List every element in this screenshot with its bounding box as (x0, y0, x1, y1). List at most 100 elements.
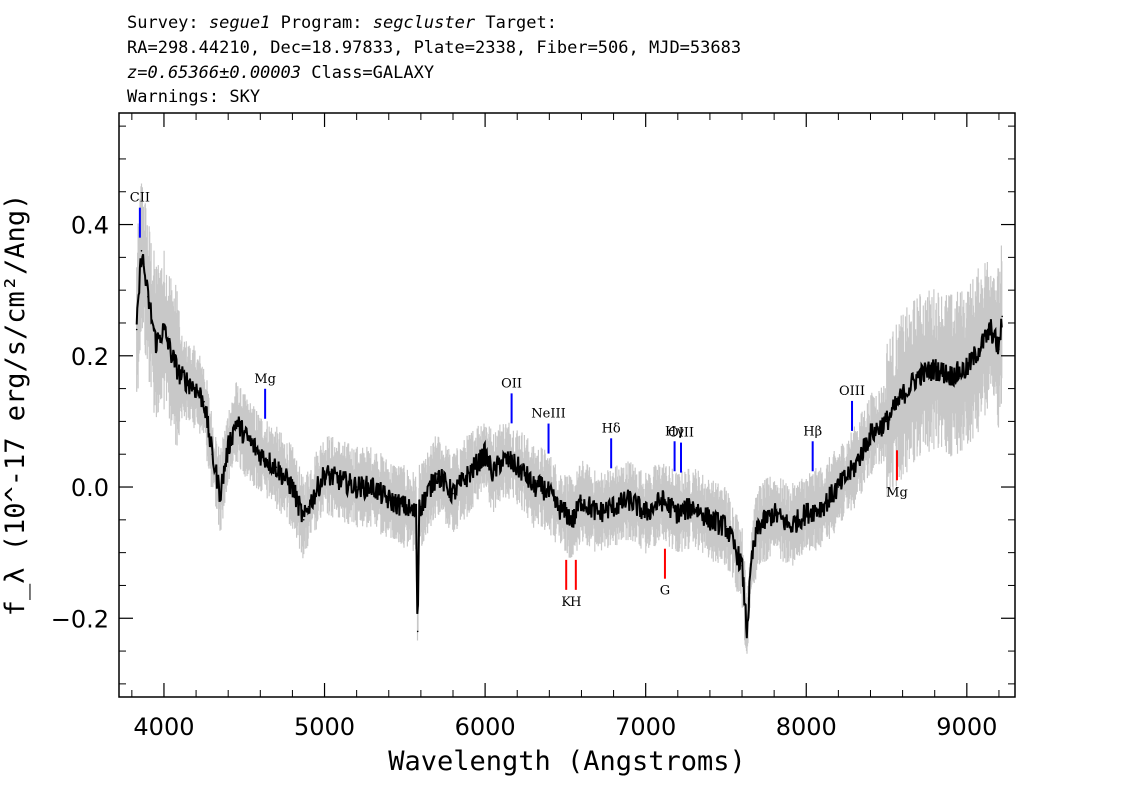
flux-point (741, 565, 743, 567)
noise-band (136, 183, 1003, 654)
flux-point (179, 374, 181, 377)
flux-point (746, 630, 748, 633)
flux-point (484, 453, 486, 456)
flux-point (452, 492, 454, 495)
flux-point (612, 505, 615, 508)
flux-point (259, 453, 262, 456)
flux-point (140, 250, 143, 252)
flux-point (677, 512, 679, 515)
x-tick-label: 8000 (776, 713, 837, 741)
absorption-line-label: G (660, 584, 670, 599)
flux-point (516, 466, 518, 469)
flux-point (291, 486, 294, 488)
x-tick-label: 7000 (615, 713, 676, 741)
flux-point (492, 473, 494, 475)
flux-point (404, 505, 406, 508)
flux-point (219, 492, 221, 495)
absorption-line-label: H (570, 595, 581, 610)
flux-point (418, 499, 421, 501)
flux-point (901, 394, 904, 397)
flux-point (837, 486, 840, 488)
flux-point (532, 486, 535, 488)
target-label: Target: (485, 13, 557, 33)
flux-point (307, 505, 310, 508)
flux-point (644, 512, 647, 515)
axis-ticks: 4000 5000 6000 7000 8000 9000 −0.2 0.0 0.2 0.4 (51, 113, 1015, 741)
flux-point (171, 355, 173, 357)
survey-label: Survey: (127, 13, 199, 33)
flux-point (757, 525, 759, 528)
flux-point (885, 420, 888, 423)
flux-point (805, 512, 808, 515)
y-tick-label: 0.0 (71, 474, 109, 502)
y-tick-label: −0.2 (51, 605, 109, 633)
y-tick-label: 0.2 (71, 343, 109, 371)
x-tick-label: 4000 (133, 713, 194, 741)
noise-band-path (136, 183, 1003, 654)
flux-point (869, 433, 872, 436)
flux-point (572, 519, 575, 521)
flux-point (789, 525, 791, 528)
flux-point (773, 512, 775, 515)
flux-point (275, 466, 278, 469)
program-label: Program: (280, 13, 363, 33)
plot-frame (118, 112, 1016, 698)
y-tick-label: 0.4 (71, 212, 109, 240)
flux-point (556, 505, 559, 508)
flux-point (564, 512, 567, 515)
flux-point (725, 525, 727, 528)
flux-point (500, 460, 503, 462)
flux-point (580, 499, 583, 501)
flux-point (163, 328, 165, 331)
flux-point (982, 341, 984, 344)
flux-point (853, 466, 856, 469)
absorption-line-label: K (561, 595, 571, 610)
flux-point (596, 512, 599, 515)
emission-line-label: Hγ (665, 424, 684, 439)
flux-point (821, 505, 824, 508)
flux-point (388, 499, 390, 501)
redshift-value: z=0.65366±0.00003 (127, 63, 301, 83)
flux-point (211, 453, 213, 456)
flux-point (195, 387, 197, 390)
emission-line-label: Hδ (602, 421, 621, 436)
header-line-4: Warnings: SKY (127, 87, 261, 107)
emission-line-label: OIII (839, 384, 865, 399)
flux-point (660, 499, 663, 501)
flux-point (508, 460, 511, 462)
flux-point (693, 505, 695, 508)
flux-point (243, 433, 245, 436)
flux-point (227, 446, 229, 449)
emission-line-label: OIII (668, 426, 694, 441)
flux-point (323, 473, 326, 475)
flux-point (709, 519, 711, 521)
flux-point (917, 374, 920, 377)
flux-point (933, 368, 936, 370)
flux-point (135, 328, 138, 331)
flux-point (203, 400, 205, 403)
flux-point (155, 341, 157, 344)
flux-point (468, 473, 470, 475)
emission-line-label: CII (130, 191, 150, 206)
flux-point (628, 499, 631, 501)
program-value: segcluster (372, 13, 476, 33)
flux-point (750, 558, 753, 560)
flux-point (436, 473, 438, 475)
header-line-1: Survey: segue1 Program: segcluster Targe… (127, 13, 557, 33)
flux-point (966, 368, 968, 370)
header-line-2: RA=298.44210, Dec=18.97833, Plate=2338, … (127, 38, 742, 58)
flux-point (339, 479, 342, 482)
flux-point (524, 473, 527, 475)
flux-point (548, 492, 551, 495)
flux-point (416, 630, 419, 633)
flux-point (371, 486, 374, 488)
flux-point (355, 486, 358, 488)
survey-value: segue1 (208, 13, 271, 33)
x-tick-label: 6000 (455, 713, 516, 741)
class-value: Class=GALAXY (311, 63, 435, 83)
flux-series (135, 250, 1003, 639)
emission-line-label: OII (501, 376, 522, 391)
flux-point (415, 512, 417, 515)
